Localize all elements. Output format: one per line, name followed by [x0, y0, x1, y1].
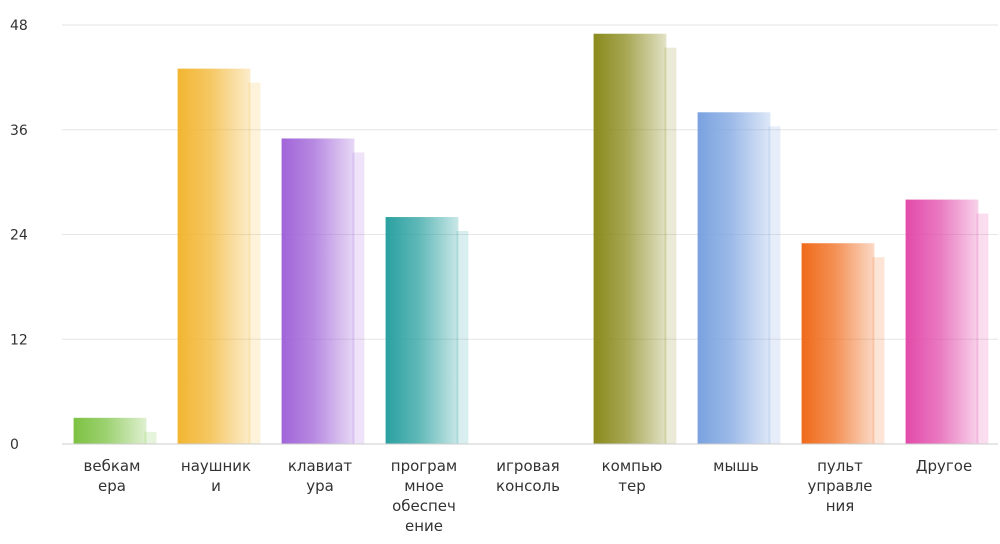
category-label-line: консоль: [496, 477, 560, 495]
category-label-line: ния: [826, 497, 855, 515]
category-label-line: мышь: [713, 457, 759, 475]
category-label-line: ение: [405, 517, 443, 535]
bar[interactable]: [905, 199, 979, 444]
x-category-label: игровая консоль: [496, 457, 560, 495]
x-category-label: програм мное обеспеч ение: [391, 457, 457, 535]
y-tick-label: 12: [10, 332, 28, 348]
category-label-line: пульт: [817, 457, 863, 475]
y-axis-ticks: 0 12 24 36 48: [10, 18, 28, 453]
category-label-line: тер: [618, 477, 646, 495]
bar[interactable]: [697, 112, 771, 445]
bar-shadow: [872, 257, 885, 444]
bar-shadow: [352, 152, 365, 444]
category-label-line: и: [211, 477, 221, 495]
bar-shadow: [664, 47, 677, 445]
category-label-line: вебкам: [84, 457, 141, 475]
category-label-line: наушник: [181, 457, 251, 475]
bar-shadow: [144, 431, 157, 444]
bar[interactable]: [281, 138, 355, 444]
category-label-line: компью: [602, 457, 663, 475]
category-label-line: ура: [306, 477, 334, 495]
category-label-line: Другое: [916, 457, 972, 475]
bar-shadow: [976, 213, 989, 444]
category-label-line: ера: [98, 477, 126, 495]
category-label-line: игровая: [496, 457, 559, 475]
bar-shadow: [768, 126, 781, 445]
bar[interactable]: [801, 243, 875, 444]
category-label-line: клавиат: [288, 457, 353, 475]
x-category-label: Другое: [916, 457, 972, 475]
bar[interactable]: [593, 33, 667, 445]
category-label-line: мное: [404, 477, 444, 495]
y-tick-label: 0: [10, 437, 19, 453]
y-tick-label: 36: [10, 123, 28, 139]
bar-shadow: [248, 82, 261, 444]
category-label-line: обеспеч: [392, 497, 456, 515]
bar[interactable]: [177, 68, 251, 444]
x-category-label: вебкам ера: [84, 457, 141, 495]
x-category-label: клавиат ура: [288, 457, 353, 495]
y-tick-label: 24: [10, 228, 28, 244]
x-category-label: компью тер: [602, 457, 663, 495]
y-tick-label: 48: [10, 18, 28, 34]
bar[interactable]: [385, 217, 459, 444]
x-category-label: наушник и: [181, 457, 251, 495]
x-category-label: пульт управле ния: [807, 457, 872, 515]
x-axis-labels: вебкам ера наушник и клавиат ура програм мное об…: [84, 457, 973, 535]
bars: [73, 33, 989, 445]
bar-shadow: [456, 231, 469, 444]
category-label-line: управле: [807, 477, 872, 495]
category-label-line: програм: [391, 457, 457, 475]
bar[interactable]: [73, 417, 147, 444]
x-category-label: мышь: [713, 457, 759, 475]
